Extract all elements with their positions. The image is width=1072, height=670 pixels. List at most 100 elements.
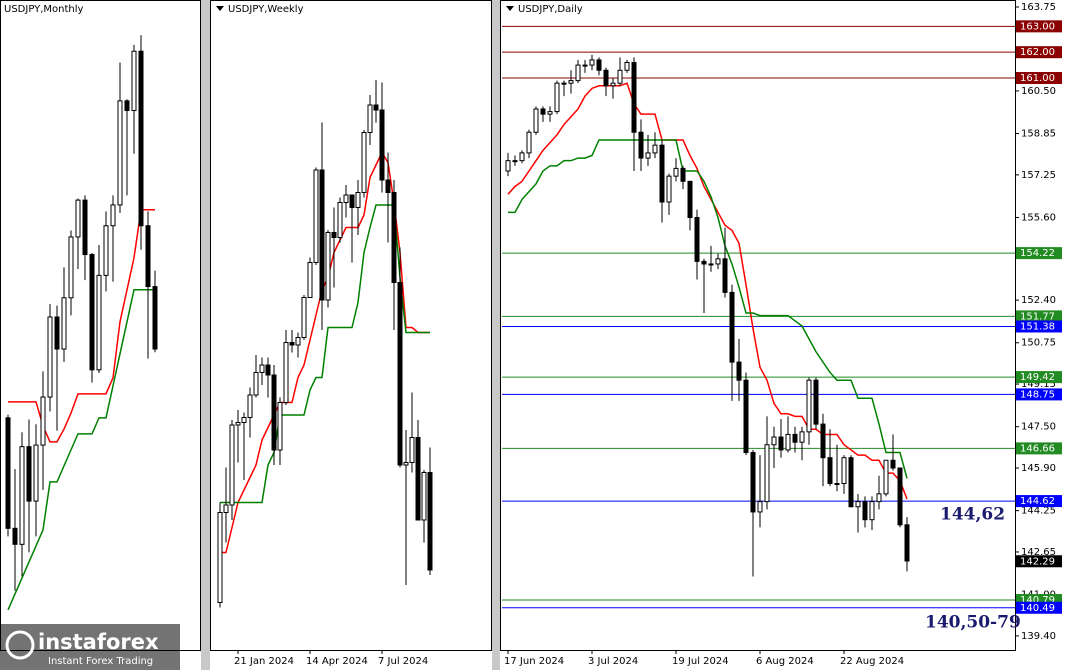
- logo-backdrop: [0, 624, 180, 670]
- x-tick-label: 14 Apr 2024: [306, 656, 368, 667]
- level-tag: [1016, 20, 1062, 33]
- level-tag: [1016, 247, 1062, 260]
- x-tick-label: 17 Jun 2024: [504, 656, 564, 667]
- candle-body: [385, 179, 391, 193]
- candle-body: [785, 433, 791, 451]
- level-label: 151.38: [1020, 321, 1055, 332]
- indicator-line: [8, 208, 155, 443]
- candle-body: [19, 446, 25, 545]
- candle-body: [301, 297, 307, 338]
- menu-arrow[interactable]: [216, 6, 224, 11]
- candle-body: [409, 437, 415, 463]
- candle-body: [778, 436, 784, 451]
- candle-body: [319, 169, 325, 301]
- candle-body: [343, 194, 349, 203]
- candle-body: [890, 459, 896, 469]
- panel-frame: [500, 0, 1016, 651]
- splitter: [201, 0, 210, 670]
- candle-body: [138, 50, 144, 227]
- candle-body: [295, 337, 301, 346]
- candle-body: [540, 108, 546, 115]
- candle-body: [533, 108, 539, 133]
- level-tag: [1016, 495, 1062, 508]
- candle-body: [834, 483, 840, 486]
- candle-body: [743, 379, 749, 454]
- indicator-line: [507, 82, 908, 500]
- y-tick-label: 155.60: [1021, 212, 1056, 223]
- candle-body: [289, 342, 295, 346]
- logo-tagline: Instant Forex Trading: [48, 656, 153, 667]
- candle-body: [617, 69, 623, 84]
- y-tick-label: 142.65: [1021, 547, 1056, 558]
- candle-body: [229, 424, 235, 506]
- candle-body: [708, 263, 714, 266]
- candle-body: [673, 167, 679, 177]
- candle-body: [862, 501, 868, 521]
- level-label: 149.42: [1020, 372, 1055, 383]
- candle-body: [897, 467, 903, 526]
- candle-body: [827, 457, 833, 485]
- candle-body: [848, 457, 854, 508]
- level-tag: [1016, 320, 1062, 333]
- y-tick-label: 147.50: [1021, 422, 1056, 433]
- menu-arrow[interactable]: [506, 6, 514, 11]
- candle-body: [904, 524, 910, 562]
- y-tick-label: 150.75: [1021, 338, 1056, 349]
- candle-body: [554, 82, 560, 113]
- x-tick-label: 6 Aug 2024: [756, 656, 814, 667]
- y-tick-label: 139.40: [1021, 631, 1056, 642]
- candle-body: [519, 152, 525, 162]
- indicator-line: [7, 289, 155, 611]
- splitter: [492, 0, 500, 670]
- level-label: 151.77: [1020, 311, 1055, 322]
- candle-body: [841, 457, 847, 485]
- candle-body: [117, 100, 123, 206]
- panel-title: USDJPY,Daily: [518, 4, 583, 15]
- plot-area: [217, 80, 433, 608]
- indicator-line: [508, 139, 908, 479]
- level-tag: [1016, 310, 1062, 323]
- level-label: 148.75: [1020, 389, 1055, 400]
- x-tick-label: 19 Jul 2024: [672, 656, 729, 667]
- x-tick-label: 22 Aug 2024: [840, 656, 904, 667]
- candle-body: [421, 472, 427, 521]
- level-label: 140.49: [1020, 603, 1055, 614]
- candle-body: [610, 82, 616, 87]
- candle-body: [131, 50, 137, 111]
- candle-body: [349, 194, 355, 208]
- level-label: 154.22: [1020, 248, 1055, 259]
- candle-body: [687, 180, 693, 218]
- level-tag: [1016, 46, 1062, 59]
- candle-body: [547, 111, 553, 115]
- candle-body: [631, 62, 637, 133]
- candle-body: [5, 417, 11, 529]
- candle-body: [659, 144, 665, 203]
- candle-body: [307, 262, 313, 298]
- y-tick-label: 158.85: [1021, 129, 1056, 140]
- candle-body: [415, 437, 421, 521]
- candle-body: [223, 504, 229, 513]
- candle-body: [241, 417, 247, 423]
- candle-body: [89, 254, 95, 371]
- candle-body: [253, 372, 259, 396]
- y-tick-label: 144.25: [1021, 506, 1056, 517]
- level-label: 144.62: [1020, 496, 1055, 507]
- candle-body: [217, 512, 223, 603]
- level-label: 146.66: [1020, 443, 1055, 454]
- candle-body: [124, 100, 130, 111]
- candle-body: [883, 459, 889, 495]
- candle-body: [792, 433, 798, 443]
- candle-body: [361, 132, 367, 193]
- candle-body: [379, 109, 385, 181]
- x-tick-label: 7 Jul 2024: [378, 656, 428, 667]
- candle-body: [813, 379, 819, 425]
- y-tick-label: 157.25: [1021, 170, 1056, 181]
- level-tag: [1016, 388, 1062, 401]
- x-tick-label: 3 Jul 2024: [588, 656, 638, 667]
- candle-body: [247, 394, 253, 418]
- x-tick-label: 21 Jan 2024: [234, 656, 294, 667]
- candle-body: [512, 160, 518, 163]
- y-tick-label: 149.15: [1021, 379, 1056, 390]
- candle-body: [391, 192, 397, 283]
- candle-body: [582, 64, 588, 67]
